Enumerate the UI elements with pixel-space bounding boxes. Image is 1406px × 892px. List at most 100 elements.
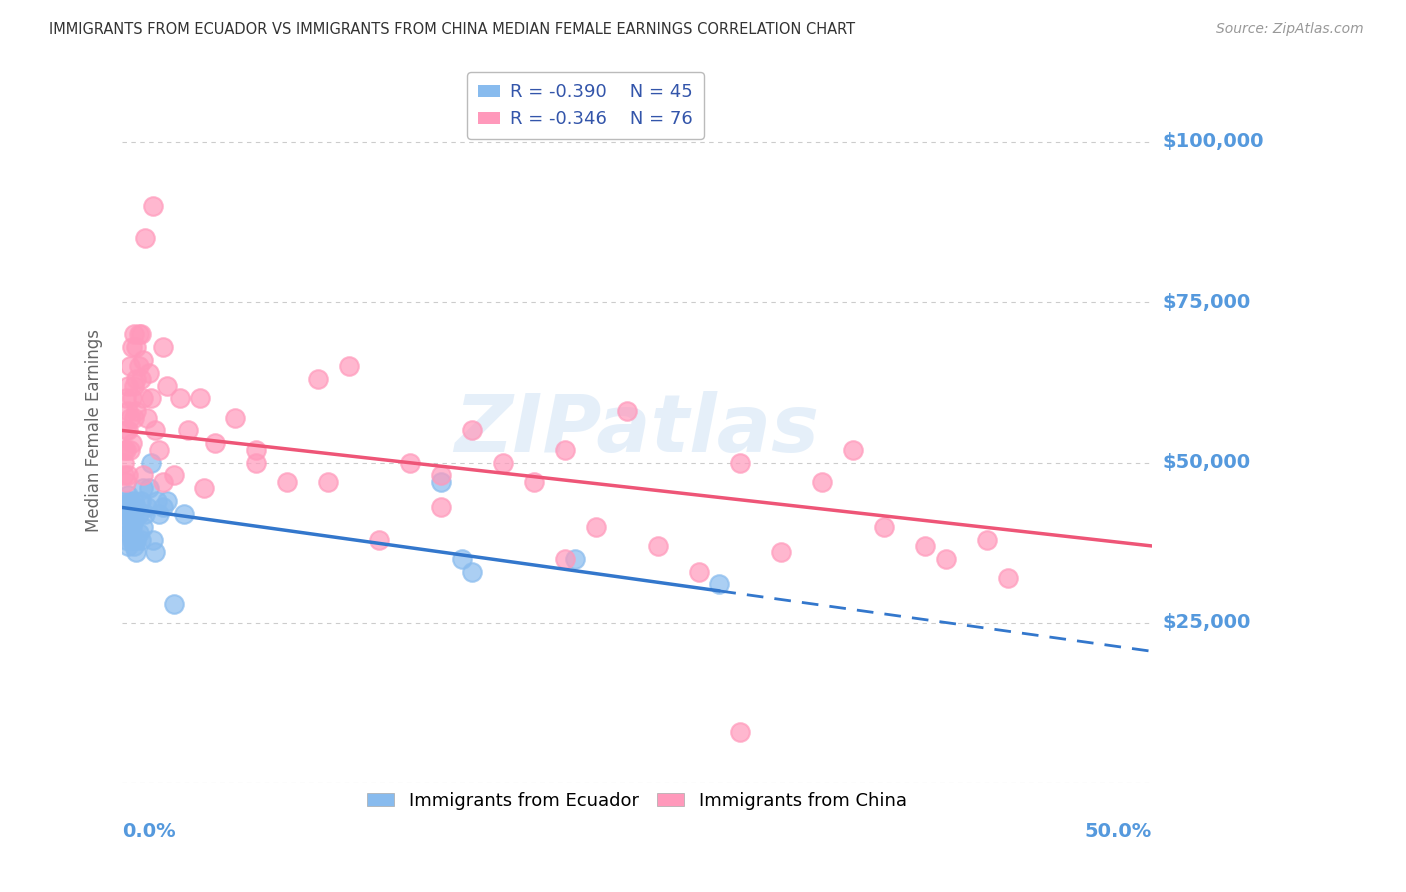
- Point: [368, 533, 391, 547]
- Point: [128, 359, 150, 374]
- Point: [337, 359, 360, 374]
- Text: 0.0%: 0.0%: [122, 822, 176, 841]
- Point: [121, 436, 143, 450]
- Point: [124, 539, 146, 553]
- Point: [245, 456, 267, 470]
- Point: [523, 475, 546, 489]
- Point: [112, 468, 135, 483]
- Point: [131, 468, 153, 483]
- Point: [120, 410, 142, 425]
- Point: [138, 481, 160, 495]
- Point: [873, 519, 896, 533]
- Point: [451, 551, 474, 566]
- Point: [152, 340, 174, 354]
- Point: [117, 404, 139, 418]
- Point: [125, 500, 148, 515]
- Point: [129, 327, 152, 342]
- Point: [134, 231, 156, 245]
- Point: [728, 725, 751, 739]
- Point: [193, 481, 215, 495]
- Point: [115, 442, 138, 457]
- Point: [120, 494, 142, 508]
- Point: [177, 424, 200, 438]
- Text: 50.0%: 50.0%: [1084, 822, 1152, 841]
- Point: [117, 378, 139, 392]
- Point: [128, 507, 150, 521]
- Point: [430, 468, 453, 483]
- Point: [125, 372, 148, 386]
- Point: [115, 519, 138, 533]
- Point: [143, 545, 166, 559]
- Point: [128, 526, 150, 541]
- Point: [120, 359, 142, 374]
- Point: [117, 500, 139, 515]
- Point: [169, 392, 191, 406]
- Point: [120, 507, 142, 521]
- Point: [156, 378, 179, 392]
- Point: [316, 475, 339, 489]
- Point: [124, 327, 146, 342]
- Point: [131, 392, 153, 406]
- Point: [770, 545, 793, 559]
- Text: IMMIGRANTS FROM ECUADOR VS IMMIGRANTS FROM CHINA MEDIAN FEMALE EARNINGS CORRELAT: IMMIGRANTS FROM ECUADOR VS IMMIGRANTS FR…: [49, 22, 855, 37]
- Point: [115, 533, 138, 547]
- Point: [276, 475, 298, 489]
- Point: [148, 442, 170, 457]
- Point: [554, 551, 576, 566]
- Point: [152, 475, 174, 489]
- Point: [554, 442, 576, 457]
- Point: [117, 424, 139, 438]
- Point: [173, 507, 195, 521]
- Point: [135, 500, 157, 515]
- Point: [461, 424, 484, 438]
- Point: [124, 410, 146, 425]
- Point: [564, 551, 586, 566]
- Point: [245, 442, 267, 457]
- Point: [121, 500, 143, 515]
- Point: [129, 494, 152, 508]
- Point: [688, 565, 710, 579]
- Point: [492, 456, 515, 470]
- Point: [430, 475, 453, 489]
- Point: [124, 378, 146, 392]
- Point: [125, 545, 148, 559]
- Point: [120, 526, 142, 541]
- Point: [188, 392, 211, 406]
- Point: [125, 340, 148, 354]
- Point: [142, 199, 165, 213]
- Point: [148, 507, 170, 521]
- Point: [131, 481, 153, 495]
- Point: [117, 539, 139, 553]
- Point: [121, 507, 143, 521]
- Text: $100,000: $100,000: [1163, 132, 1264, 151]
- Point: [125, 533, 148, 547]
- Point: [585, 519, 607, 533]
- Point: [307, 372, 329, 386]
- Text: $50,000: $50,000: [1163, 453, 1251, 472]
- Point: [224, 410, 246, 425]
- Point: [152, 500, 174, 515]
- Point: [121, 392, 143, 406]
- Legend: Immigrants from Ecuador, Immigrants from China: Immigrants from Ecuador, Immigrants from…: [360, 784, 914, 817]
- Point: [647, 539, 669, 553]
- Point: [135, 410, 157, 425]
- Point: [139, 392, 162, 406]
- Point: [121, 533, 143, 547]
- Point: [204, 436, 226, 450]
- Point: [811, 475, 834, 489]
- Point: [976, 533, 998, 547]
- Point: [138, 366, 160, 380]
- Point: [131, 519, 153, 533]
- Point: [129, 372, 152, 386]
- Text: ZIPatlas: ZIPatlas: [454, 392, 820, 469]
- Point: [709, 577, 731, 591]
- Text: $75,000: $75,000: [1163, 293, 1251, 311]
- Point: [129, 533, 152, 547]
- Point: [997, 571, 1019, 585]
- Point: [399, 456, 422, 470]
- Point: [112, 442, 135, 457]
- Point: [121, 519, 143, 533]
- Point: [134, 507, 156, 521]
- Point: [124, 494, 146, 508]
- Point: [115, 475, 138, 489]
